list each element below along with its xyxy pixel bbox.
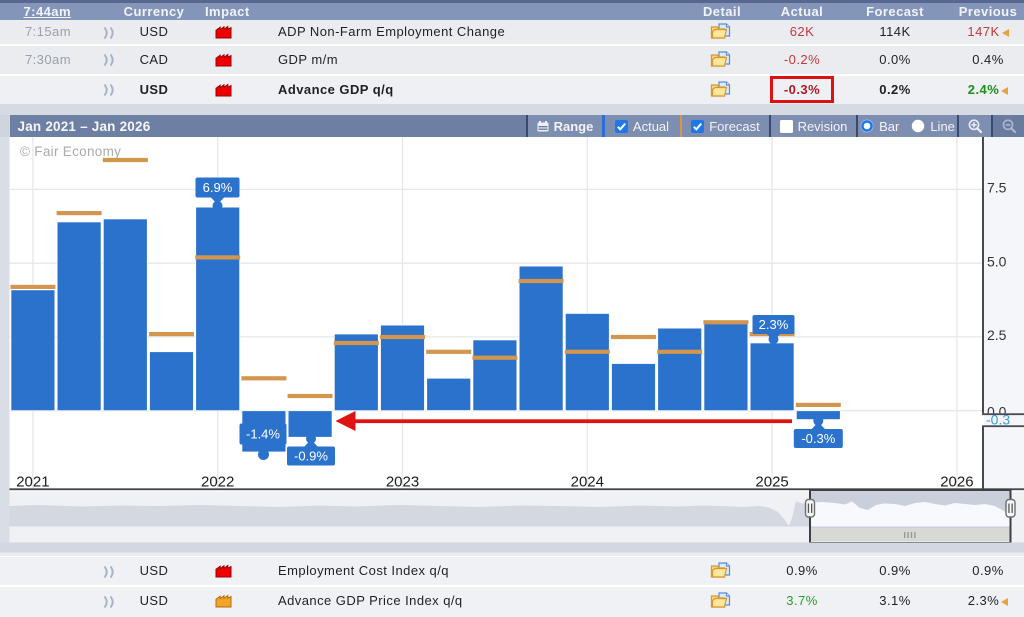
svg-text:-0.3%: -0.3% [801,431,835,446]
svg-text:6.9%: 6.9% [203,180,233,195]
svg-text:2023: 2023 [386,474,419,491]
svg-text:2025: 2025 [755,474,788,491]
svg-text:-0.3: -0.3 [986,412,1010,428]
svg-text:7.5: 7.5 [987,180,1007,196]
svg-text:2021: 2021 [16,474,49,491]
svg-text:-0.9%: -0.9% [294,449,328,464]
svg-text:2024: 2024 [571,474,604,491]
svg-text:2.5: 2.5 [987,327,1007,343]
svg-text:5.0: 5.0 [987,253,1007,269]
svg-text:2022: 2022 [201,474,234,491]
svg-text:2026: 2026 [940,474,973,491]
svg-text:0.0: 0.0 [987,404,1007,420]
svg-text:-1.4%: -1.4% [246,427,280,442]
svg-text:© Fair Economy: © Fair Economy [20,144,121,159]
svg-text:2.3%: 2.3% [759,317,789,332]
